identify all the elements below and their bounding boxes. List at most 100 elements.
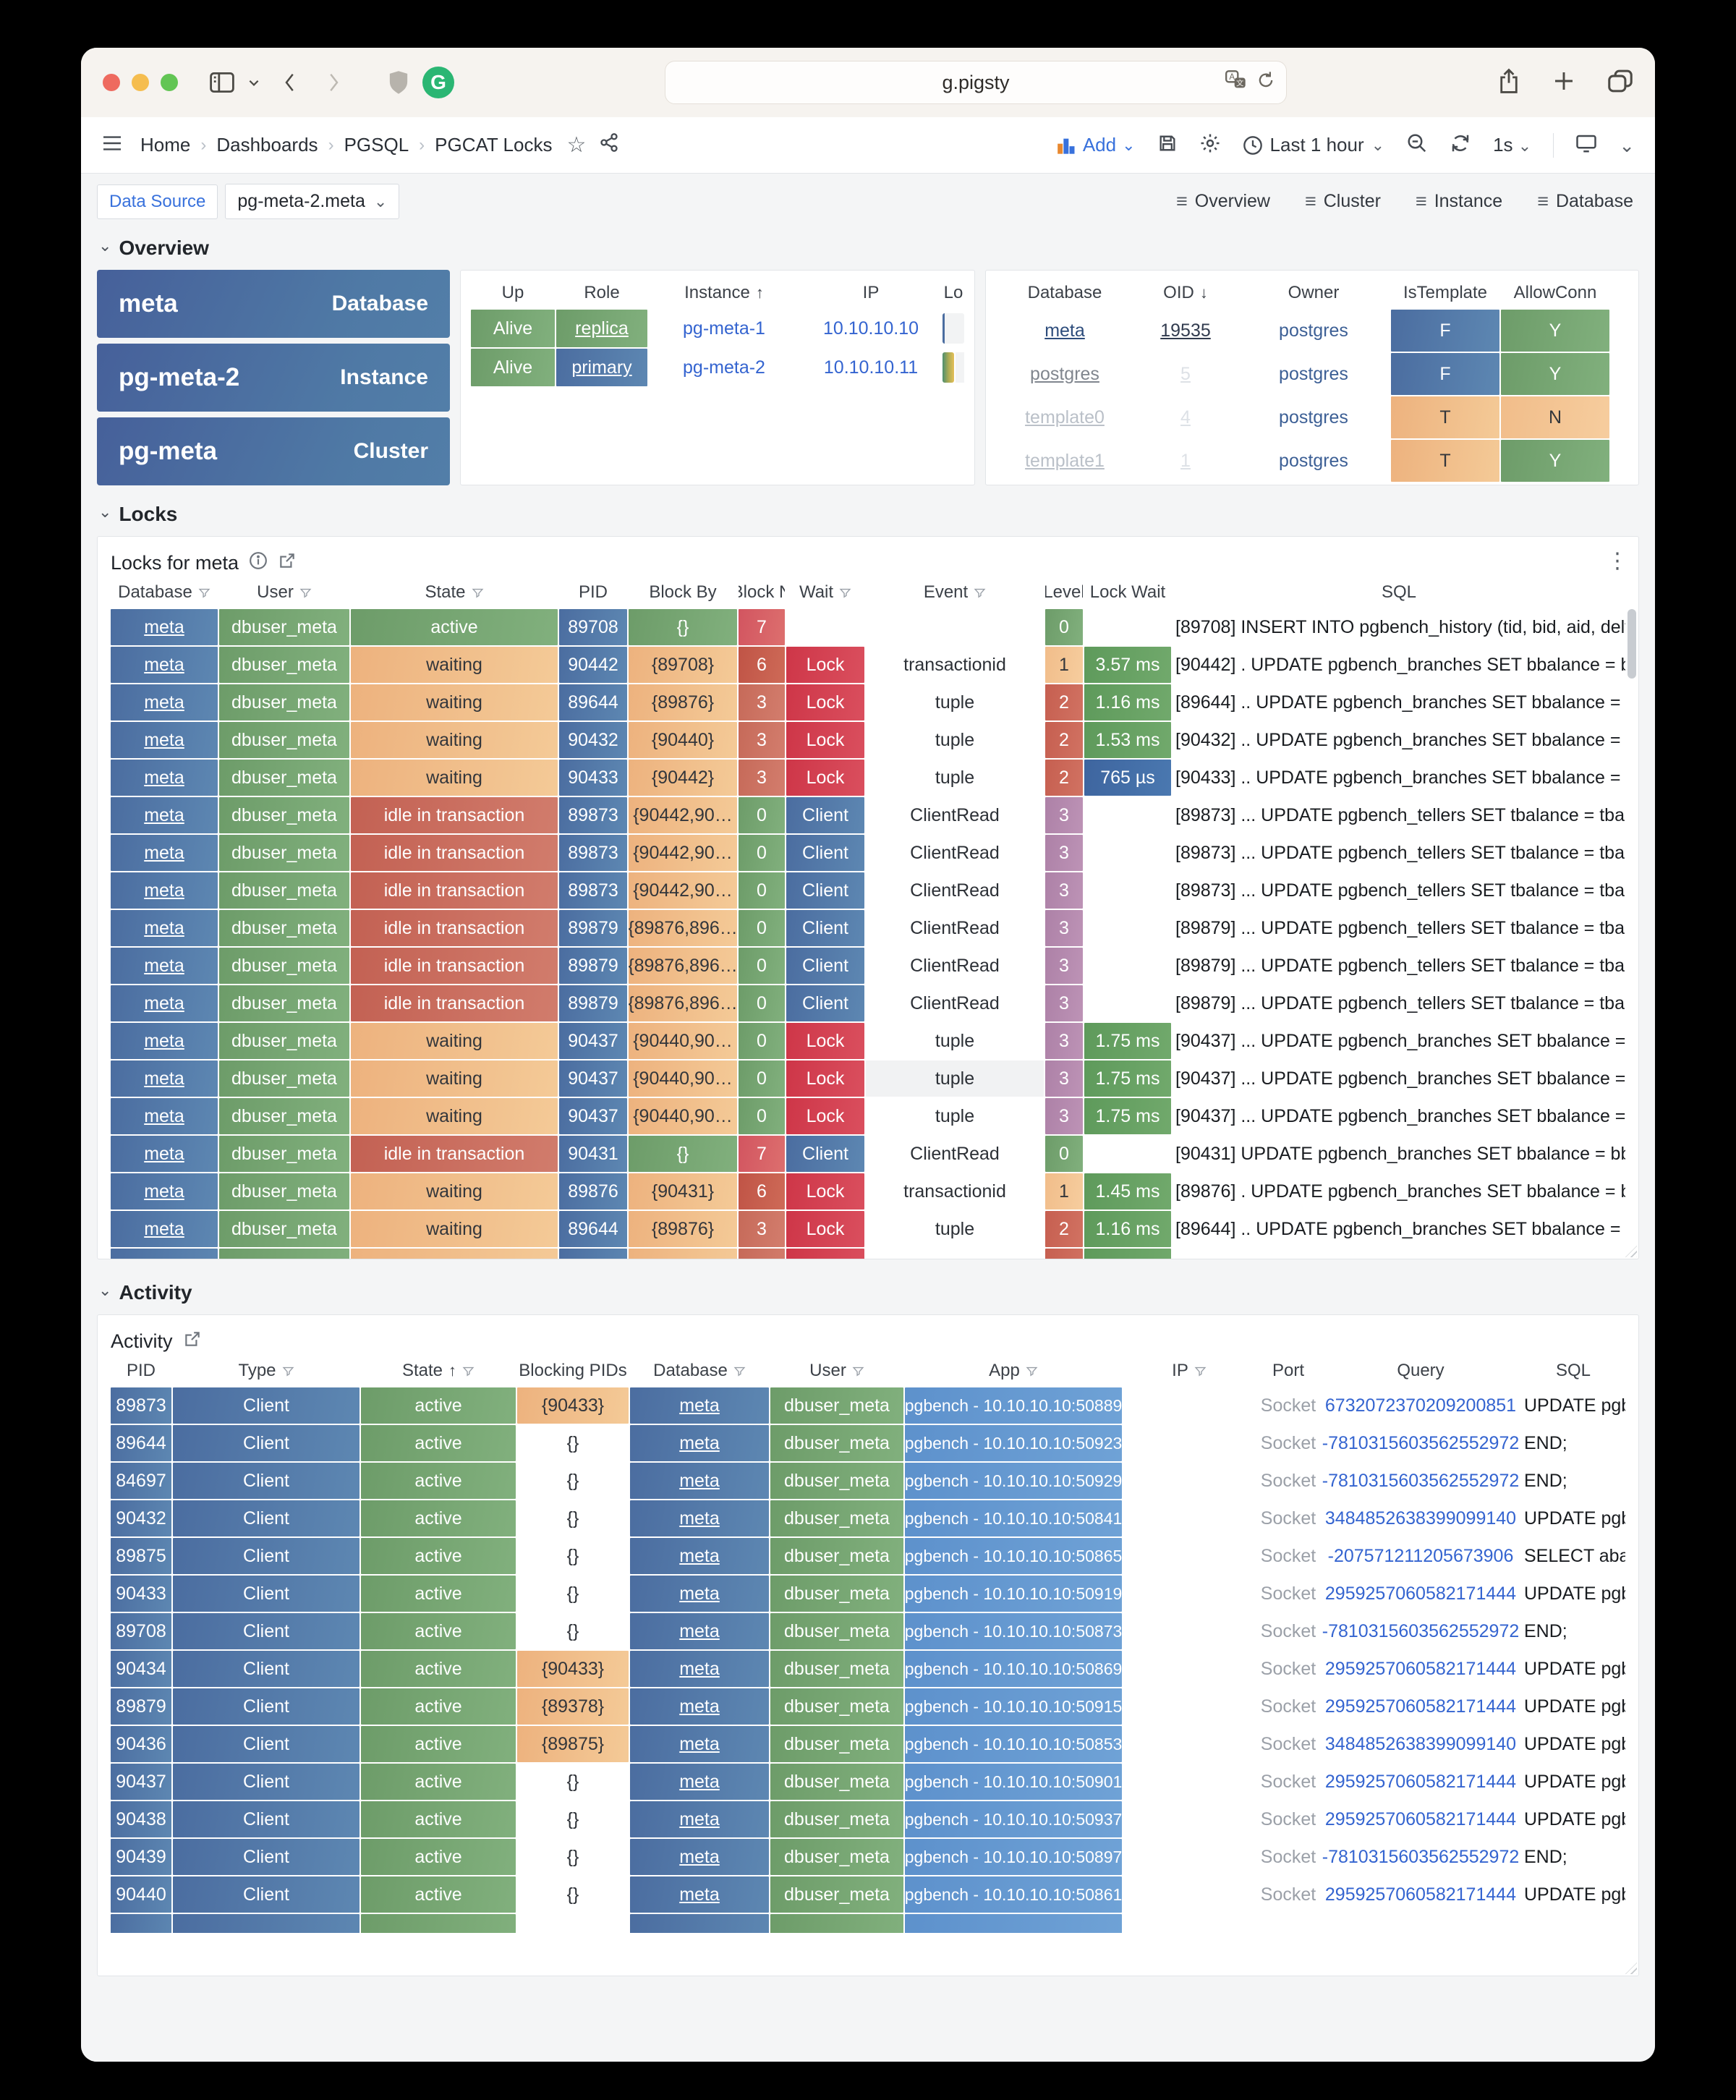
cell-link[interactable]: 89879 — [111, 1688, 171, 1725]
column-header[interactable]: IsTemplate — [1403, 283, 1488, 302]
forward-icon[interactable] — [324, 72, 343, 93]
link-cluster[interactable]: ≡ Cluster — [1304, 190, 1381, 212]
cell-link[interactable]: pgbench - 10.10.10.10:50869 — [905, 1651, 1122, 1687]
settings-gear-icon[interactable] — [1199, 132, 1221, 158]
column-header[interactable]: AllowConn — [1513, 283, 1597, 302]
cell-link[interactable]: Client — [173, 1726, 359, 1762]
cell-link[interactable]: meta — [111, 872, 218, 909]
cell-link[interactable]: meta — [630, 1764, 769, 1800]
cell-link[interactable]: pgbench - 10.10.10.10:50889 — [905, 1387, 1122, 1424]
column-header[interactable]: Query — [1397, 1361, 1444, 1380]
cell-link[interactable]: 90437 — [559, 1098, 627, 1134]
section-overview[interactable]: ⌄ Overview — [98, 237, 209, 259]
cell-link[interactable]: pgbench - 10.10.10.10:50873 — [905, 1613, 1122, 1649]
link-instance[interactable]: ≡ Instance — [1415, 190, 1503, 212]
cell-link[interactable]: 90432 — [559, 722, 627, 758]
cell-link[interactable]: meta — [630, 1538, 769, 1574]
column-header[interactable]: Role — [584, 283, 620, 302]
cell-link[interactable]: 1 — [1180, 450, 1191, 471]
cell-link[interactable]: 90440 — [111, 1876, 171, 1913]
cell-link[interactable]: 5 — [1180, 363, 1191, 384]
cell-link[interactable]: 90438 — [111, 1801, 171, 1837]
cell-link[interactable]: Client — [173, 1613, 359, 1649]
share-icon[interactable] — [1497, 68, 1520, 98]
cell-link[interactable]: 765 µs — [1084, 760, 1171, 796]
cell-link[interactable]: pgbench - 10.10.10.10:50901 — [905, 1764, 1122, 1800]
cell-link[interactable]: 6732072370209200851 — [1324, 1395, 1517, 1416]
cell-link[interactable]: pgbench - 10.10.10.10:50897 — [905, 1839, 1122, 1875]
back-icon[interactable] — [281, 72, 299, 93]
column-header[interactable]: Port — [1272, 1361, 1304, 1380]
cell-link[interactable]: -7810315603562552972 — [1322, 1432, 1520, 1453]
cell-link[interactable]: meta — [111, 1249, 218, 1259]
cell-link[interactable]: 90437 — [111, 1764, 171, 1800]
grammarly-extension-icon[interactable]: G — [422, 67, 454, 98]
minimize-button[interactable] — [132, 74, 149, 91]
cell-link[interactable]: Client — [173, 1839, 359, 1875]
cell-link[interactable]: pgbench - 10.10.10.10:50915 — [905, 1688, 1122, 1725]
cell-link[interactable]: meta — [630, 1876, 769, 1913]
cell-link[interactable]: pgbench - 10.10.10.10:50929 — [905, 1463, 1122, 1499]
cell-link[interactable]: 2959257060582171444 — [1324, 1808, 1517, 1829]
cell-link[interactable]: Client — [786, 985, 864, 1021]
menu-icon[interactable] — [101, 135, 123, 156]
breadcrumb-dashboards[interactable]: Dashboards — [216, 134, 318, 156]
cell-link[interactable]: meta — [111, 1136, 218, 1172]
cell-link[interactable]: pgbench - 10.10.10.10:50937 — [905, 1801, 1122, 1837]
share-dashboard-icon[interactable] — [599, 132, 619, 158]
cell-link[interactable]: 4 — [1180, 407, 1191, 428]
cell-link[interactable]: 90442 — [559, 647, 627, 683]
new-tab-icon[interactable] — [1552, 69, 1575, 96]
zoom-button[interactable] — [161, 74, 178, 91]
cell-link[interactable]: Client — [173, 1876, 359, 1913]
cell-link[interactable]: 90437 — [559, 1023, 627, 1059]
column-header[interactable]: Block By — [649, 582, 717, 602]
cell-link[interactable] — [905, 1914, 1122, 1933]
cell-link[interactable]: Client — [173, 1463, 359, 1499]
cell-link[interactable]: meta — [630, 1726, 769, 1762]
cell-link[interactable]: 89879 — [559, 985, 627, 1021]
external-link-icon[interactable] — [278, 551, 297, 575]
cell-link[interactable]: meta — [111, 1023, 218, 1059]
cell-link[interactable]: meta — [630, 1387, 769, 1424]
cell-link[interactable] — [630, 1914, 769, 1933]
cell-link[interactable]: meta — [630, 1613, 769, 1649]
time-range-picker[interactable]: Last 1 hour ⌄ — [1243, 134, 1384, 156]
cell-link[interactable]: 90431 — [559, 1136, 627, 1172]
cell-link[interactable]: -207571211205673906 — [1327, 1545, 1514, 1566]
cell-link[interactable]: meta — [630, 1500, 769, 1536]
cell-link[interactable]: Client — [173, 1801, 359, 1837]
refresh-interval[interactable]: 1s ⌄ — [1493, 134, 1532, 156]
add-button[interactable]: Add ⌄ — [1057, 134, 1136, 156]
cell-link[interactable]: meta — [111, 948, 218, 984]
tv-mode-icon[interactable] — [1575, 132, 1597, 158]
cell-link[interactable]: 3484852638399099140 — [1324, 1508, 1517, 1529]
cell-link[interactable]: 2959257060582171444 — [1324, 1583, 1517, 1604]
panel-resize-handle[interactable] — [1625, 1246, 1637, 1257]
breadcrumb-home[interactable]: Home — [140, 134, 191, 156]
column-header[interactable]: SQL — [1555, 1361, 1591, 1380]
external-link-icon[interactable] — [183, 1330, 202, 1353]
column-header[interactable]: IP — [1123, 1357, 1255, 1385]
cell-link[interactable]: 89873 — [559, 835, 627, 871]
column-header[interactable]: OID ↓ — [1163, 283, 1208, 302]
cell-link[interactable]: replica — [556, 310, 647, 347]
column-header[interactable]: Database — [1027, 283, 1102, 302]
column-header[interactable]: Database — [630, 1357, 769, 1385]
navbar-collapse-icon[interactable]: ⌄ — [1619, 134, 1635, 156]
cell-link[interactable]: meta — [111, 609, 218, 645]
cell-link[interactable]: meta — [630, 1688, 769, 1725]
column-header[interactable]: PID — [578, 582, 608, 602]
column-header[interactable]: App — [905, 1357, 1122, 1385]
cell-link[interactable]: Client — [173, 1425, 359, 1461]
panel-menu-icon[interactable]: ⋮ — [1607, 549, 1628, 573]
cell-link[interactable]: Client — [173, 1576, 359, 1612]
cell-link[interactable]: Client — [786, 835, 864, 871]
column-header[interactable]: User — [770, 1357, 903, 1385]
cell-link[interactable]: 2959257060582171444 — [1324, 1696, 1517, 1717]
cell-link[interactable]: 10.10.10.10 — [822, 318, 919, 339]
cell-link[interactable]: Client — [786, 910, 864, 946]
column-header[interactable]: Wait — [786, 579, 864, 606]
column-header[interactable]: Event — [866, 579, 1044, 606]
